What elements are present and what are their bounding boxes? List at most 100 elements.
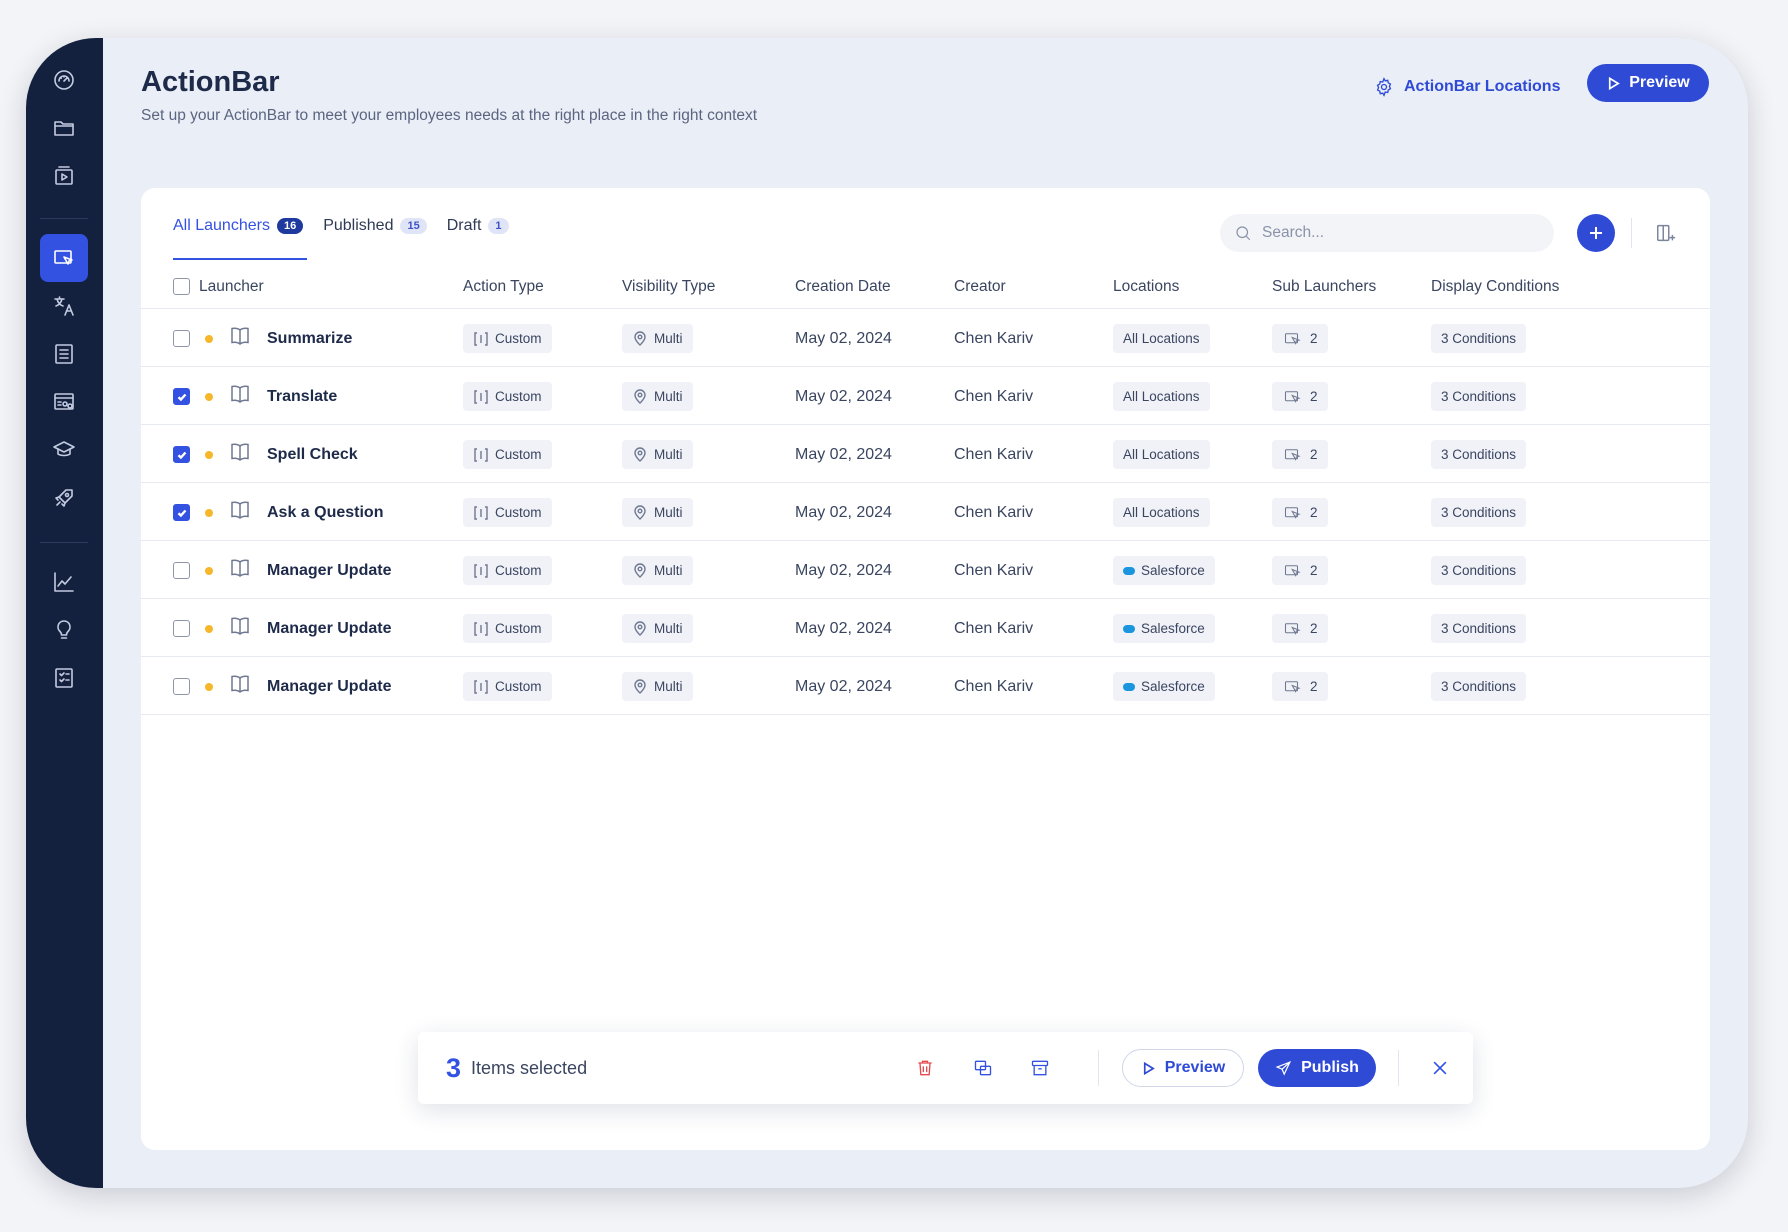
row-checkbox[interactable] bbox=[173, 504, 190, 521]
sub-launchers-chip[interactable]: 2 bbox=[1272, 614, 1328, 643]
column-header-locations[interactable]: Locations bbox=[1113, 277, 1180, 295]
sub-launcher-icon bbox=[1284, 506, 1301, 519]
archive-button[interactable] bbox=[1026, 1054, 1054, 1082]
tab-all-launchers[interactable]: All Launchers 16 bbox=[173, 210, 304, 242]
divider bbox=[1631, 218, 1632, 248]
page-subtitle: Set up your ActionBar to meet your emplo… bbox=[141, 107, 758, 124]
insights-icon[interactable] bbox=[40, 606, 88, 654]
tab-draft[interactable]: Draft 1 bbox=[447, 210, 509, 242]
display-conditions-label: 3 Conditions bbox=[1441, 621, 1517, 636]
location-chip[interactable]: All Locations bbox=[1113, 498, 1210, 527]
custom-code-icon bbox=[474, 505, 488, 520]
display-conditions-chip[interactable]: 3 Conditions bbox=[1431, 382, 1527, 411]
sub-launchers-chip[interactable]: 2 bbox=[1272, 382, 1328, 411]
launchers-card: All Launchers 16 Published 15 Draft 1 bbox=[141, 188, 1710, 1150]
add-column-button[interactable] bbox=[1651, 218, 1681, 248]
rocket-icon[interactable] bbox=[40, 474, 88, 522]
dashboard-icon[interactable] bbox=[40, 56, 88, 104]
row-checkbox[interactable] bbox=[173, 620, 190, 637]
launcher-name[interactable]: Manager Update bbox=[267, 677, 392, 695]
checklist-icon[interactable] bbox=[40, 654, 88, 702]
tab-published[interactable]: Published 15 bbox=[323, 210, 427, 242]
column-header-creation-date[interactable]: Creation Date bbox=[795, 277, 891, 295]
folder-icon[interactable] bbox=[40, 104, 88, 152]
display-conditions-chip[interactable]: 3 Conditions bbox=[1431, 556, 1527, 585]
table-row[interactable]: Translate Custom Multi May 02, 2024 Chen… bbox=[141, 368, 1710, 425]
salesforce-icon bbox=[1123, 624, 1135, 633]
custom-code-icon bbox=[474, 389, 488, 404]
sub-launchers-chip[interactable]: 2 bbox=[1272, 498, 1328, 527]
publish-button[interactable]: Publish bbox=[1258, 1049, 1376, 1087]
launcher-name[interactable]: Spell Check bbox=[267, 445, 358, 463]
column-header-action-type[interactable]: Action Type bbox=[463, 277, 544, 295]
tab-label: Published bbox=[323, 217, 394, 234]
location-chip[interactable]: All Locations bbox=[1113, 324, 1210, 353]
location-chip[interactable]: Salesforce bbox=[1113, 672, 1215, 701]
action-type-chip: Custom bbox=[463, 498, 552, 527]
media-icon[interactable] bbox=[40, 152, 88, 200]
salesforce-icon bbox=[1123, 682, 1135, 691]
table-row[interactable]: Manager Update Custom Multi May 02, 2024… bbox=[141, 658, 1710, 715]
add-launcher-button[interactable] bbox=[1577, 214, 1615, 252]
translate-icon[interactable] bbox=[40, 282, 88, 330]
tab-label: Draft bbox=[446, 217, 482, 234]
creation-date: May 02, 2024 bbox=[795, 503, 892, 521]
check-icon bbox=[177, 451, 186, 459]
launcher-name[interactable]: Manager Update bbox=[267, 619, 392, 637]
display-conditions-chip[interactable]: 3 Conditions bbox=[1431, 324, 1527, 353]
duplicate-button[interactable] bbox=[969, 1054, 997, 1082]
row-checkbox[interactable] bbox=[173, 388, 190, 405]
actionbar-icon[interactable] bbox=[40, 234, 88, 282]
display-conditions-chip[interactable]: 3 Conditions bbox=[1431, 440, 1527, 469]
delete-button[interactable] bbox=[911, 1054, 939, 1082]
creation-date: May 02, 2024 bbox=[795, 445, 892, 463]
resources-icon[interactable] bbox=[40, 378, 88, 426]
preview-button-label: Preview bbox=[1629, 74, 1690, 91]
display-conditions-chip[interactable]: 3 Conditions bbox=[1431, 672, 1527, 701]
analytics-icon[interactable] bbox=[40, 558, 88, 606]
launcher-name[interactable]: Translate bbox=[267, 387, 338, 405]
column-header-display-conditions[interactable]: Display Conditions bbox=[1431, 277, 1560, 295]
action-type-chip: Custom bbox=[463, 614, 552, 643]
preview-selected-button[interactable]: Preview bbox=[1122, 1049, 1244, 1087]
close-selection-button[interactable] bbox=[1426, 1054, 1454, 1082]
row-checkbox[interactable] bbox=[173, 330, 190, 347]
launcher-name[interactable]: Manager Update bbox=[267, 561, 392, 579]
actionbar-locations-link[interactable]: ActionBar Locations bbox=[1374, 72, 1560, 102]
table-row[interactable]: Spell Check Custom Multi May 02, 2024 Ch… bbox=[141, 426, 1710, 483]
preview-selected-label: Preview bbox=[1164, 1059, 1226, 1076]
list-icon[interactable] bbox=[40, 330, 88, 378]
display-conditions-label: 3 Conditions bbox=[1441, 505, 1517, 520]
table-row[interactable]: Manager Update Custom Multi May 02, 2024… bbox=[141, 600, 1710, 657]
column-header-visibility-type[interactable]: Visibility Type bbox=[622, 277, 716, 295]
row-checkbox[interactable] bbox=[173, 562, 190, 579]
display-conditions-chip[interactable]: 3 Conditions bbox=[1431, 498, 1527, 527]
location-chip[interactable]: All Locations bbox=[1113, 440, 1210, 469]
location-chip[interactable]: All Locations bbox=[1113, 382, 1210, 411]
table-row[interactable]: Summarize Custom Multi May 02, 2024 Chen… bbox=[141, 310, 1710, 367]
duplicate-icon bbox=[974, 1060, 992, 1076]
location-chip[interactable]: Salesforce bbox=[1113, 556, 1215, 585]
launcher-name[interactable]: Summarize bbox=[267, 329, 353, 347]
learning-icon[interactable] bbox=[40, 426, 88, 474]
column-label: Launcher bbox=[199, 277, 264, 295]
display-conditions-chip[interactable]: 3 Conditions bbox=[1431, 614, 1527, 643]
row-checkbox[interactable] bbox=[173, 678, 190, 695]
preview-button[interactable]: Preview bbox=[1587, 64, 1709, 102]
action-type-label: Custom bbox=[495, 331, 542, 346]
column-header-sub-launchers[interactable]: Sub Launchers bbox=[1272, 277, 1377, 295]
location-chip[interactable]: Salesforce bbox=[1113, 614, 1215, 643]
table-row[interactable]: Manager Update Custom Multi May 02, 2024… bbox=[141, 542, 1710, 599]
sub-launchers-chip[interactable]: 2 bbox=[1272, 672, 1328, 701]
sub-launchers-chip[interactable]: 2 bbox=[1272, 556, 1328, 585]
sub-launchers-chip[interactable]: 2 bbox=[1272, 440, 1328, 469]
row-checkbox[interactable] bbox=[173, 446, 190, 463]
table-row[interactable]: Ask a Question Custom Multi May 02, 2024… bbox=[141, 484, 1710, 541]
column-header-creator[interactable]: Creator bbox=[954, 277, 1006, 295]
select-all-checkbox[interactable] bbox=[173, 278, 190, 295]
visibility-type-chip: Multi bbox=[622, 324, 693, 353]
creator-name: Chen Kariv bbox=[954, 445, 1034, 463]
sub-launchers-chip[interactable]: 2 bbox=[1272, 324, 1328, 353]
launcher-name[interactable]: Ask a Question bbox=[267, 503, 384, 521]
search-input[interactable] bbox=[1262, 224, 1522, 242]
